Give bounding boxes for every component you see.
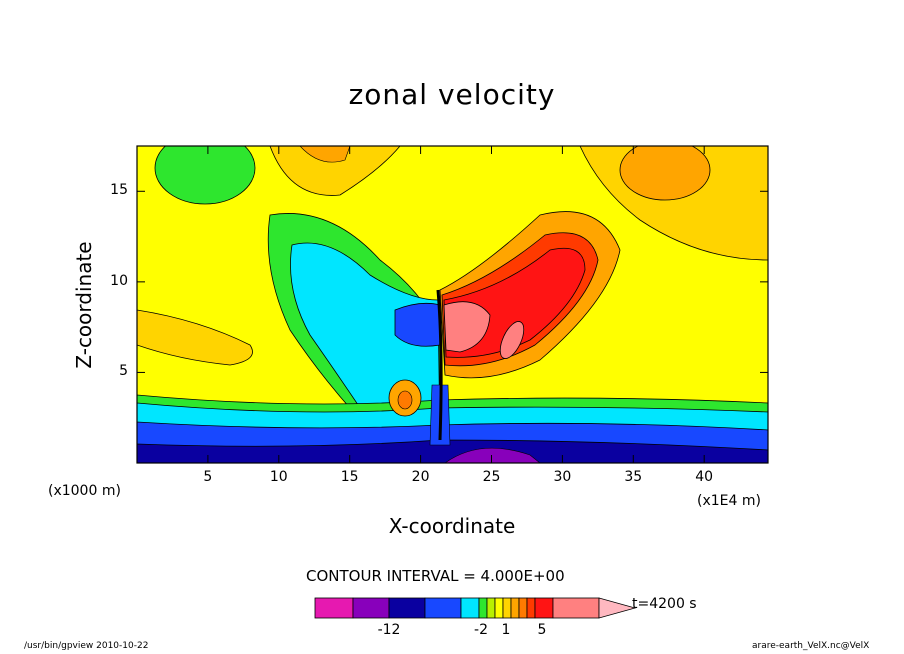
y-tick-label: 15 bbox=[110, 182, 128, 199]
colorbar-swatch bbox=[552, 597, 600, 619]
x-axis-label: X-coordinate bbox=[388, 514, 516, 538]
field-green-blob bbox=[154, 146, 256, 205]
contour-interval: CONTOUR INTERVAL = 4.000E+00 bbox=[306, 567, 565, 585]
colorbar-arrow bbox=[598, 597, 637, 619]
y-tick-label: 5 bbox=[119, 363, 128, 380]
colorbar-swatch bbox=[352, 597, 390, 619]
x-axis-unit-right: (x1E4 m) bbox=[697, 493, 761, 509]
colorbar-swatch bbox=[518, 597, 528, 619]
colorbar-swatch bbox=[388, 597, 426, 619]
x-tick-label: 25 bbox=[482, 469, 501, 485]
x-tick-label: 40 bbox=[695, 469, 714, 485]
y-tick-label: 10 bbox=[110, 272, 128, 289]
colorbar-swatch bbox=[478, 597, 488, 619]
tick-marks bbox=[137, 146, 768, 463]
colorbar-swatch bbox=[534, 597, 554, 619]
footer-right: arare-earth_VelX.nc@VelX bbox=[752, 641, 870, 651]
colorbar-swatch bbox=[502, 597, 512, 619]
plot-frame bbox=[136, 145, 769, 464]
x-tick-label: 20 bbox=[411, 469, 430, 485]
colorbar-swatch bbox=[486, 597, 496, 619]
footer-left: /usr/bin/gpview 2010-10-22 bbox=[24, 641, 149, 651]
x-tick-label: 30 bbox=[553, 469, 572, 485]
x-tick-label: 35 bbox=[624, 469, 643, 485]
colorbar-label: -2 bbox=[474, 622, 488, 638]
colorbar-swatch bbox=[314, 597, 354, 619]
time-label: t=4200 s bbox=[632, 596, 697, 612]
x-axis-unit-left: (x1000 m) bbox=[48, 483, 121, 499]
colorbar-label: -12 bbox=[377, 622, 401, 638]
x-tick-label: 10 bbox=[269, 469, 288, 485]
colorbar-swatch bbox=[460, 597, 480, 619]
colorbar-label: 5 bbox=[537, 622, 547, 638]
colorbar-swatch bbox=[526, 597, 536, 619]
x-tick-label: 5 bbox=[203, 469, 213, 485]
colorbar-swatch bbox=[494, 597, 504, 619]
colorbar bbox=[314, 597, 637, 619]
x-tick-label: 15 bbox=[340, 469, 359, 485]
chart-title: zonal velocity bbox=[348, 78, 556, 111]
colorbar-swatch bbox=[424, 597, 462, 619]
colorbar-swatch bbox=[510, 597, 520, 619]
contour-field bbox=[137, 146, 768, 463]
colorbar-label: 1 bbox=[501, 622, 511, 638]
